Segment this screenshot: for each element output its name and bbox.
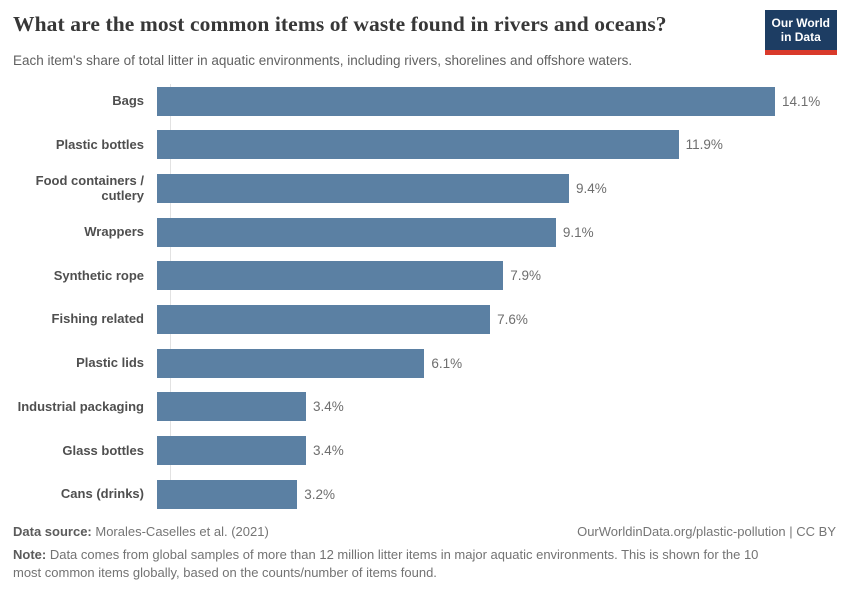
- value-label: 9.1%: [562, 224, 594, 240]
- bar-row: Bags 14.1%: [0, 86, 850, 116]
- value-label: 3.4%: [313, 443, 344, 459]
- note-label: Note:: [13, 546, 47, 562]
- bar[interactable]: [157, 261, 504, 291]
- bar-row: Glass bottles 3.4%: [0, 436, 850, 466]
- bar[interactable]: [157, 436, 307, 466]
- value-label: 3.4%: [313, 399, 344, 415]
- bar-row: Fishing related 7.6%: [0, 305, 850, 335]
- bar[interactable]: [157, 86, 775, 116]
- category-label: Industrial packaging: [17, 398, 144, 414]
- data-source: Data source: Morales-Caselles et al. (20…: [13, 524, 269, 539]
- data-source-value: Morales-Caselles et al. (2021): [91, 523, 269, 539]
- bar-track: 9.1%: [157, 217, 850, 247]
- bar[interactable]: [157, 174, 569, 204]
- category-label: Food containers / cutlery: [35, 173, 144, 203]
- footer: Data source: Morales-Caselles et al. (20…: [0, 524, 850, 584]
- category-label: Bags: [112, 93, 144, 109]
- category-label: Plastic lids: [76, 355, 144, 371]
- owid-logo[interactable]: Our World in Data: [764, 10, 837, 55]
- bar[interactable]: [157, 130, 679, 160]
- bar-track: 3.4%: [157, 436, 850, 466]
- bar-row: Wrappers 9.1%: [0, 217, 850, 247]
- value-label: 7.9%: [510, 268, 542, 284]
- bar-row: Plastic lids 6.1%: [0, 348, 850, 378]
- owid-cc-link[interactable]: OurWorldinData.org/plastic-pollution | C…: [577, 523, 836, 539]
- bar[interactable]: [157, 348, 425, 378]
- bar-track: 14.1%: [157, 86, 850, 116]
- bar-track: 7.6%: [157, 305, 850, 335]
- chart-title: What are the most common items of waste …: [13, 12, 667, 36]
- owid-logo-line2: in Data: [780, 30, 821, 45]
- bar-row: Plastic bottles 11.9%: [0, 130, 850, 160]
- bar[interactable]: [157, 305, 491, 335]
- bar-row: Food containers / cutlery 9.4%: [0, 173, 850, 204]
- bar-track: 9.4%: [157, 174, 850, 204]
- header: What are the most common items of waste …: [0, 0, 850, 70]
- bar[interactable]: [157, 217, 556, 247]
- category-label: Synthetic rope: [53, 267, 144, 283]
- value-label: 14.1%: [782, 93, 821, 109]
- value-label: 3.2%: [304, 486, 336, 502]
- category-label: Plastic bottles: [55, 136, 144, 152]
- note: Note: Data comes from global samples of …: [13, 546, 788, 584]
- bar[interactable]: [157, 392, 307, 422]
- chart-rows: Bags 14.1% Plastic bottles 11.9% Food contai…: [0, 86, 850, 509]
- bar-chart: Bags 14.1% Plastic bottles 11.9% Food contai…: [0, 83, 850, 509]
- note-value: Data comes from global samples of more t…: [13, 546, 759, 581]
- category-label: Glass bottles: [62, 442, 144, 458]
- data-source-label: Data source:: [13, 523, 92, 539]
- bar-track: 7.9%: [157, 261, 850, 291]
- bar-track: 3.4%: [157, 392, 850, 422]
- value-label: 7.6%: [497, 312, 528, 328]
- category-label: Wrappers: [84, 224, 144, 240]
- category-label: Cans (drinks): [60, 486, 144, 502]
- bar-row: Cans (drinks) 3.2%: [0, 479, 850, 509]
- bar-row: Synthetic rope 7.9%: [0, 261, 850, 291]
- bar-track: 6.1%: [157, 348, 850, 378]
- bar-track: 3.2%: [157, 479, 850, 509]
- bar-track: 11.9%: [157, 130, 850, 160]
- value-label: 11.9%: [685, 137, 723, 153]
- category-label: Fishing related: [51, 311, 144, 327]
- y-axis-line: [170, 83, 171, 499]
- bar[interactable]: [157, 479, 298, 509]
- owid-logo-line1: Our World: [771, 16, 830, 30]
- value-label: 6.1%: [431, 355, 463, 371]
- bar-row: Industrial packaging 3.4%: [0, 392, 850, 422]
- chart-subtitle: Each item's share of total litter in aqu…: [13, 52, 633, 68]
- value-label: 9.4%: [576, 181, 607, 197]
